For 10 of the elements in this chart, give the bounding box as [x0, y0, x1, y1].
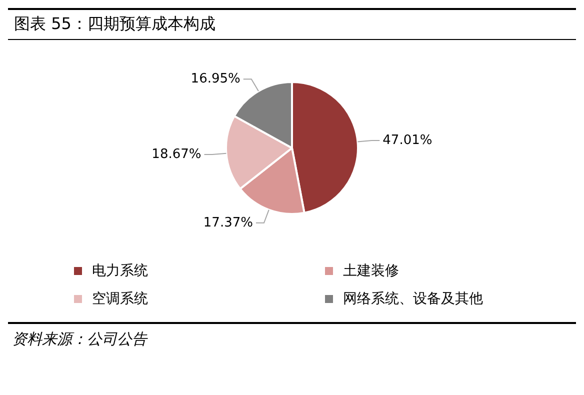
legend-label: 土建装修: [343, 262, 399, 280]
legend-label: 电力系统: [92, 262, 148, 280]
data-label: 18.67%: [152, 146, 202, 162]
data-label: 17.37%: [203, 215, 253, 230]
data-label: 16.95%: [190, 71, 240, 86]
data-label: 47.01%: [382, 132, 432, 148]
text: 资料来源：公司公告: [12, 330, 149, 349]
chart-title: 图表 55：四期预算成本构成: [8, 8, 576, 40]
legend-label: 网络系统、设备及其他: [343, 290, 483, 308]
legend-label: 空调系统: [92, 290, 148, 308]
